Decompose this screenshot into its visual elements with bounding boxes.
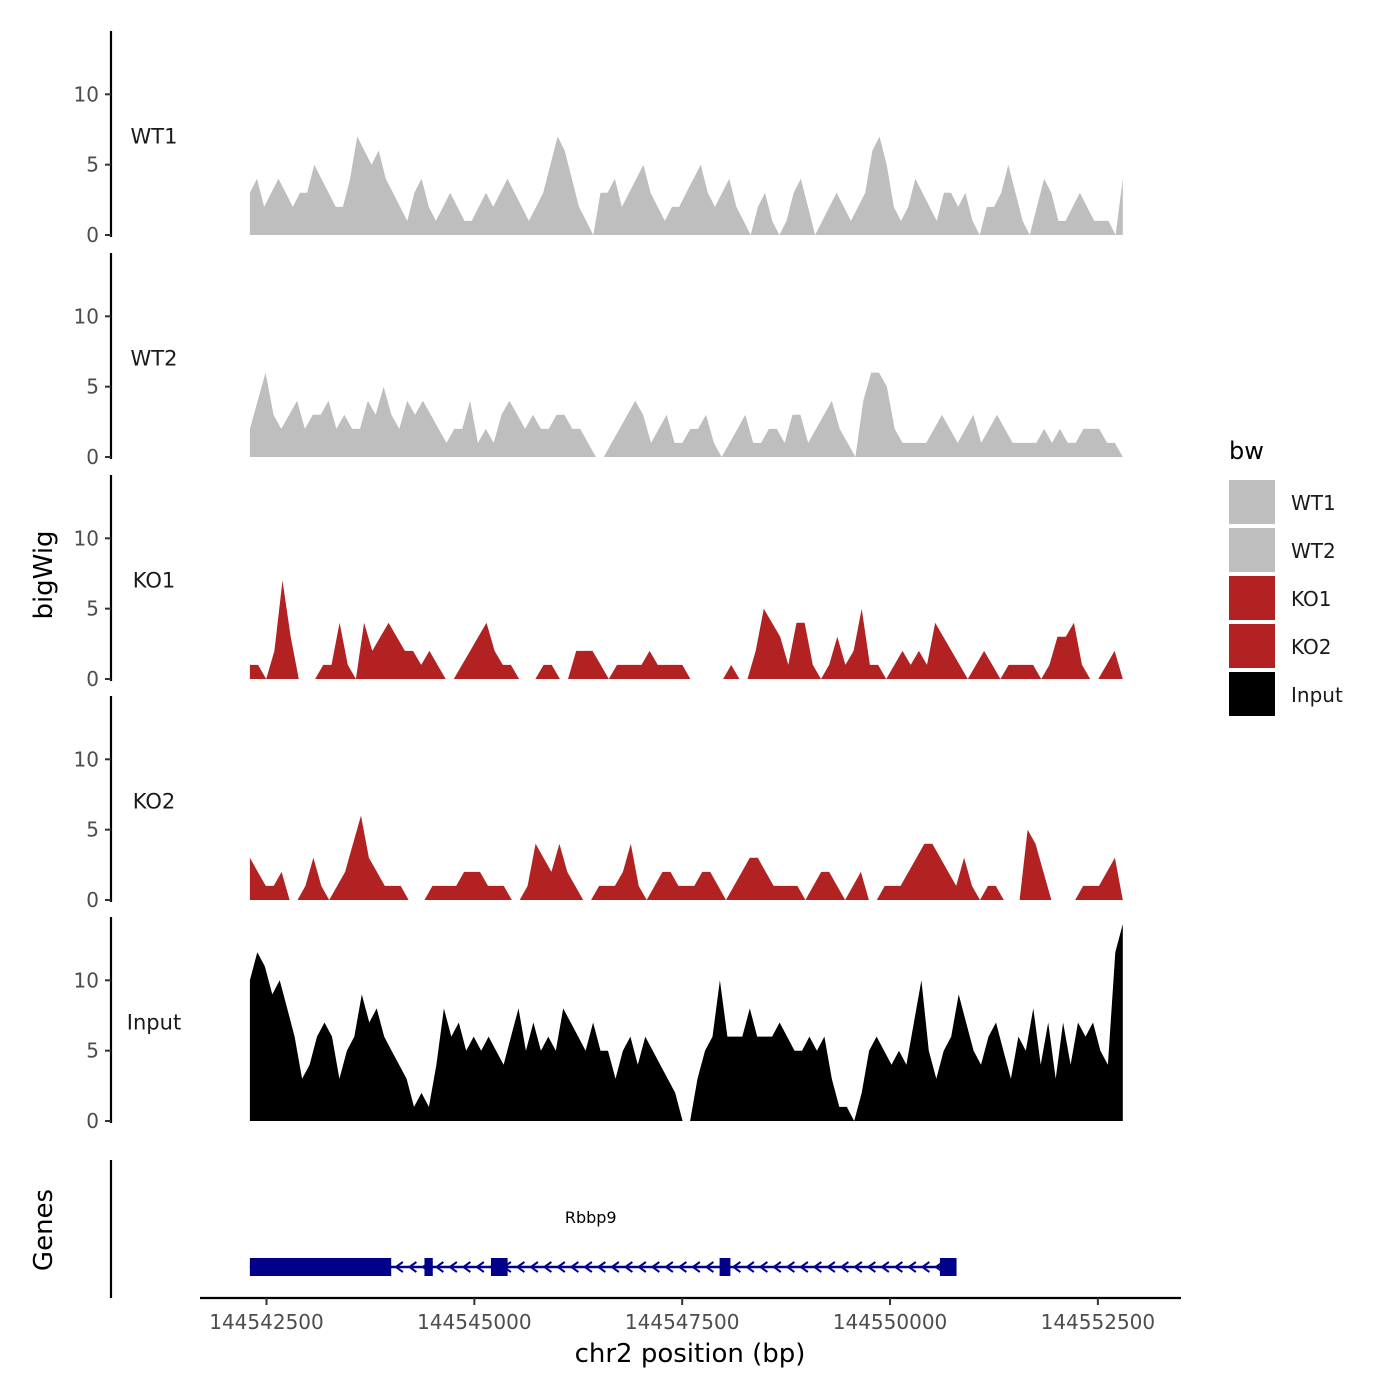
legend-swatch-ko2 <box>1229 624 1275 668</box>
strand-arrow <box>745 1261 755 1273</box>
strand-arrow <box>569 1261 579 1273</box>
gene-exon <box>249 1258 392 1276</box>
track-label-ko2: KO2 <box>133 789 176 813</box>
y-tick-label: 5 <box>86 375 99 399</box>
strand-arrow <box>515 1261 525 1273</box>
strand-arrow <box>691 1261 701 1273</box>
strand-arrow <box>758 1261 768 1273</box>
strand-arrow <box>907 1261 917 1273</box>
strand-arrow <box>799 1261 809 1273</box>
y-tick-label: 10 <box>74 526 99 550</box>
track-input: 0 5 10 Input <box>74 917 1123 1133</box>
legend: bw WT1 WT2 KO1 KO2 Input <box>1229 437 1343 716</box>
legend-swatch-ko1 <box>1229 576 1275 620</box>
x-tick-label: 144545000 <box>417 1310 532 1334</box>
area-ko2 <box>249 815 1123 900</box>
strand-arrow <box>434 1261 444 1273</box>
strand-arrow <box>623 1261 633 1273</box>
area-ko1 <box>249 580 1123 679</box>
legend-label-ko2: KO2 <box>1291 635 1332 659</box>
track-wt2: 0 5 10 WT2 <box>74 253 1123 469</box>
genes-panel-label: Genes <box>29 1189 59 1271</box>
strand-arrow <box>394 1261 404 1273</box>
x-axis-title: chr2 position (bp) <box>575 1339 806 1369</box>
strand-arrow <box>853 1261 863 1273</box>
strand-arrow <box>664 1261 674 1273</box>
track-ko1: 0 5 10 KO1 <box>74 475 1123 691</box>
y-tick-label: 5 <box>86 1039 99 1063</box>
x-tick-label: 144552500 <box>1041 1310 1156 1334</box>
legend-label-ko1: KO1 <box>1291 587 1332 611</box>
gene-exon <box>424 1258 433 1276</box>
y-tick-label: 5 <box>86 597 99 621</box>
tracks-layer: 0 5 10 WT1 0 5 10 WT2 0 5 10 KO1 0 5 10 KO2 0 5 10 Input <box>74 31 1123 1133</box>
strand-arrow <box>650 1261 660 1273</box>
y-tick-label: 0 <box>86 888 99 912</box>
strand-arrow <box>610 1261 620 1273</box>
gene-exon <box>490 1258 508 1276</box>
strand-arrow <box>448 1261 458 1273</box>
strand-arrow <box>529 1261 539 1273</box>
track-label-wt1: WT1 <box>131 124 178 148</box>
gene-name-label: Rbbp9 <box>565 1208 617 1227</box>
y-tick-label: 0 <box>86 1109 99 1133</box>
y-tick-label: 5 <box>86 818 99 842</box>
legend-swatch-input <box>1229 672 1275 716</box>
strand-arrow <box>772 1261 782 1273</box>
strand-arrow <box>407 1261 417 1273</box>
genes-panel: Rbbp9 <box>109 1160 957 1298</box>
legend-label-wt1: WT1 <box>1291 491 1336 515</box>
strand-arrow <box>556 1261 566 1273</box>
track-wt1: 0 5 10 WT1 <box>74 31 1123 247</box>
strand-arrow <box>880 1261 890 1273</box>
strand-arrow <box>731 1261 741 1273</box>
strand-arrow <box>704 1261 714 1273</box>
strand-arrow <box>826 1261 836 1273</box>
track-ko2: 0 5 10 KO2 <box>74 696 1123 912</box>
strand-arrow <box>461 1261 471 1273</box>
strand-arrow <box>542 1261 552 1273</box>
gene-exon <box>719 1258 731 1276</box>
track-label-input: Input <box>127 1010 181 1034</box>
y-tick-label: 10 <box>74 968 99 992</box>
legend-swatch-wt1 <box>1229 480 1275 524</box>
strand-arrow <box>812 1261 822 1273</box>
strand-arrow <box>893 1261 903 1273</box>
x-tick-label: 144550000 <box>833 1310 948 1334</box>
strand-arrow <box>839 1261 849 1273</box>
gene-exon <box>939 1258 957 1276</box>
track-label-ko1: KO1 <box>133 568 176 592</box>
strand-arrow <box>866 1261 876 1273</box>
strand-arrow <box>596 1261 606 1273</box>
y-tick-label: 0 <box>86 445 99 469</box>
y-tick-label: 10 <box>74 82 99 106</box>
strand-arrow <box>475 1261 485 1273</box>
legend-swatch-wt2 <box>1229 528 1275 572</box>
x-tick-label: 144542500 <box>209 1310 324 1334</box>
x-axis: 144542500 144545000 144547500 144550000 1445… <box>200 1296 1181 1334</box>
area-wt2 <box>249 372 1123 457</box>
legend-label-wt2: WT2 <box>1291 539 1336 563</box>
area-input <box>249 924 1123 1121</box>
y-tick-label: 0 <box>86 223 99 247</box>
area-wt1 <box>249 136 1123 235</box>
strand-arrow <box>785 1261 795 1273</box>
legend-label-input: Input <box>1291 683 1343 707</box>
strand-arrow <box>583 1261 593 1273</box>
legend-title: bw <box>1229 437 1264 465</box>
strand-arrow <box>677 1261 687 1273</box>
y-tick-label: 0 <box>86 667 99 691</box>
strand-arrow <box>637 1261 647 1273</box>
y-tick-label: 10 <box>74 304 99 328</box>
y-tick-label: 10 <box>74 747 99 771</box>
x-tick-label: 144547500 <box>625 1310 740 1334</box>
y-tick-label: 5 <box>86 153 99 177</box>
track-label-wt2: WT2 <box>131 346 178 370</box>
strand-arrow <box>920 1261 930 1273</box>
y-axis-title: bigWig <box>29 530 59 619</box>
